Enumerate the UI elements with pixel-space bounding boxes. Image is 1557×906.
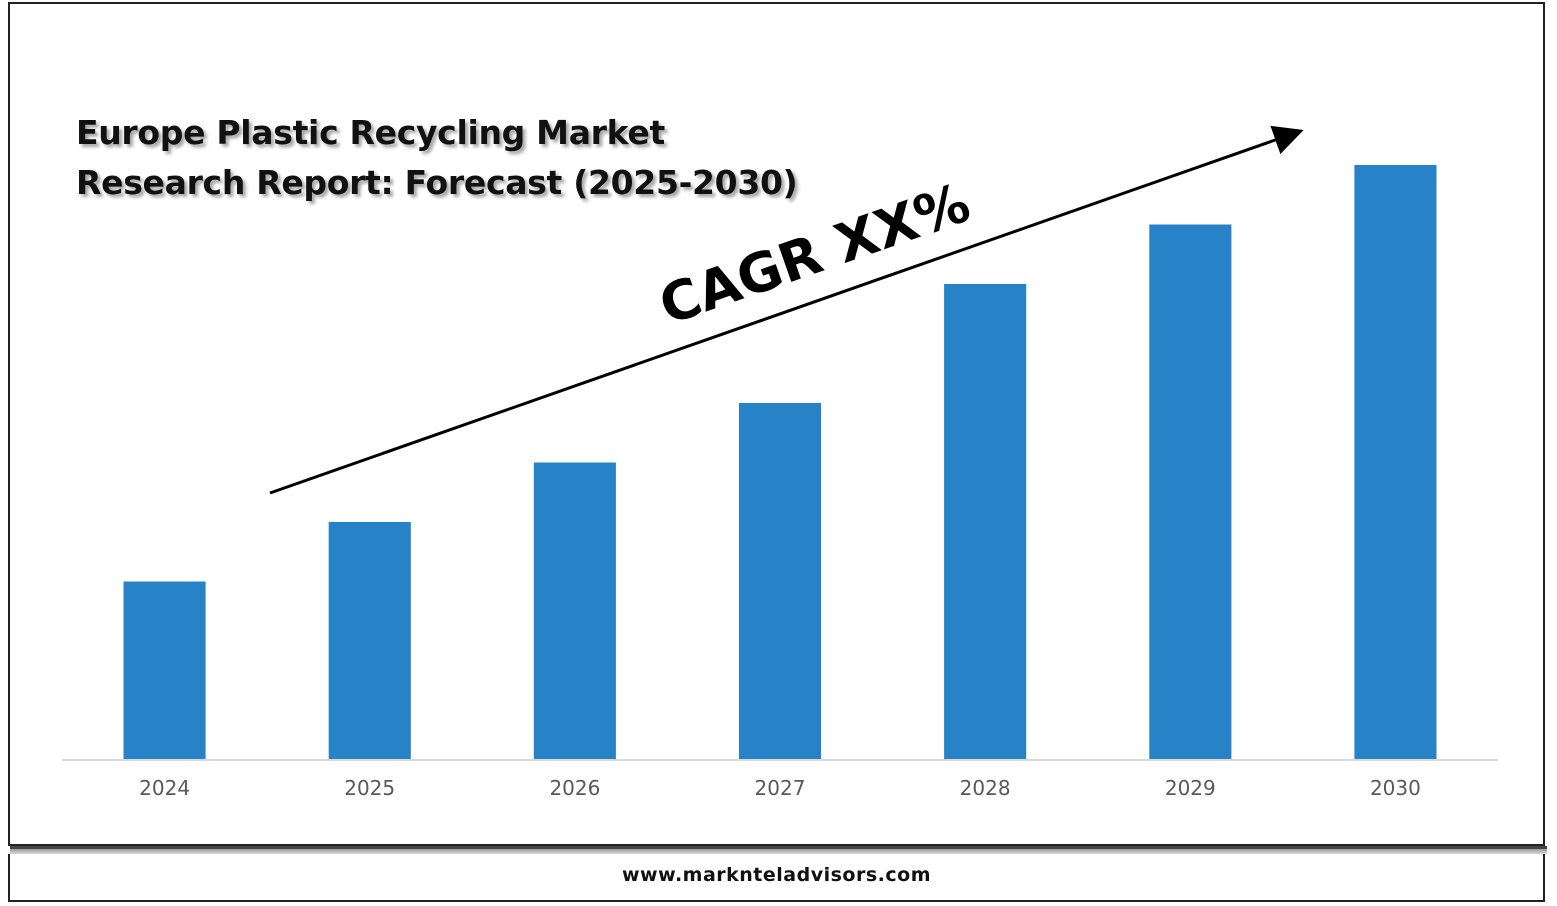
cagr-label: CAGR XX% xyxy=(651,171,977,337)
x-tick-label-2024: 2024 xyxy=(139,776,190,800)
x-axis-ticks: 2024 2025 2026 2027 2028 2029 2030 xyxy=(139,776,1421,800)
footer: www.marknteladvisors.com xyxy=(8,854,1545,902)
cagr-arrow xyxy=(269,125,1304,495)
bar-2024 xyxy=(123,581,206,760)
bar-series xyxy=(123,165,1437,760)
footer-website-link[interactable]: www.marknteladvisors.com xyxy=(622,864,931,886)
x-tick-label-2025: 2025 xyxy=(344,776,395,800)
bar-2025 xyxy=(328,522,411,760)
bar-2030 xyxy=(1354,165,1437,760)
x-tick-label-2029: 2029 xyxy=(1165,776,1216,800)
bar-2028 xyxy=(944,284,1027,760)
x-tick-label-2028: 2028 xyxy=(960,776,1011,800)
bar-2029 xyxy=(1149,224,1232,760)
x-tick-label-2030: 2030 xyxy=(1370,776,1421,800)
x-tick-label-2027: 2027 xyxy=(755,776,806,800)
bar-2026 xyxy=(533,462,616,760)
footer-divider xyxy=(10,846,1547,854)
chart-title: Europe Plastic Recycling Market Research… xyxy=(76,113,798,202)
x-tick-label-2026: 2026 xyxy=(549,776,600,800)
bar-2027 xyxy=(739,403,822,760)
